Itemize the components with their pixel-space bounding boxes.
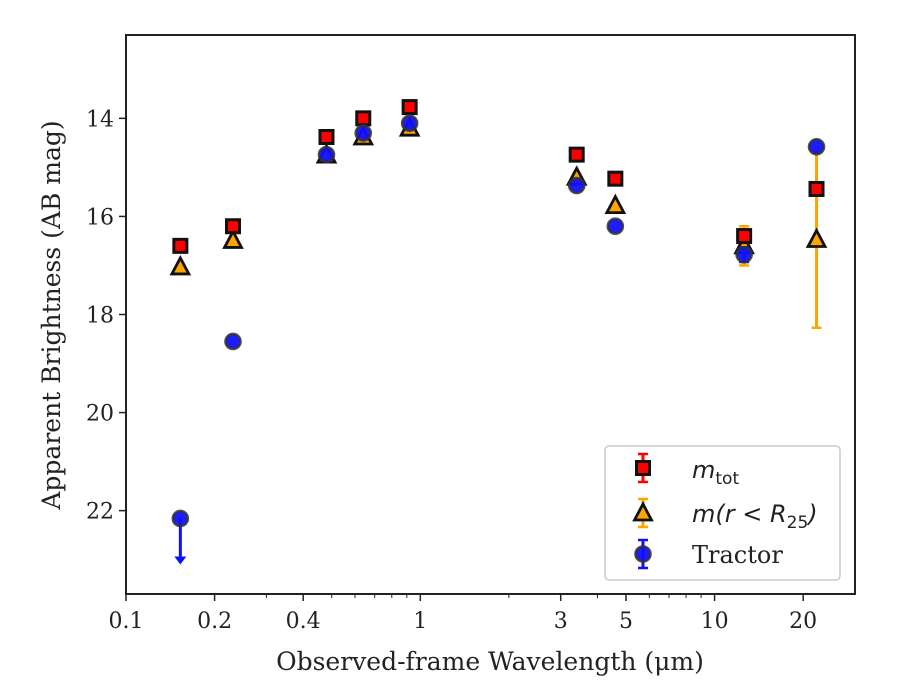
legend-handles xyxy=(632,452,654,570)
square-point-3 xyxy=(355,110,372,127)
x-axis: 0.1 0.2 0.4 1 3 5 10 20 xyxy=(109,594,817,634)
square-point-7 xyxy=(736,228,753,245)
upper-limit-arrow-head xyxy=(174,556,187,565)
legend-marker-triangle xyxy=(632,501,654,522)
circle-point-0 xyxy=(171,509,190,528)
y-tick-label-3: 20 xyxy=(86,402,114,427)
square-point-8-fill xyxy=(811,183,822,194)
square-point-8 xyxy=(808,180,825,197)
legend-marker-square xyxy=(635,460,651,476)
x-tick-label-0: 0.1 xyxy=(109,609,144,634)
series-square xyxy=(172,99,825,254)
square-point-3-fill xyxy=(358,113,369,124)
series-circle xyxy=(171,114,826,565)
x-axis-label: Observed-frame Wavelength (μm) xyxy=(276,647,704,676)
y-tick-label-0: 14 xyxy=(86,107,114,132)
square-point-1-fill xyxy=(228,221,239,232)
triangle-point-6 xyxy=(604,193,627,215)
circle-point-2 xyxy=(317,145,336,164)
square-point-1 xyxy=(225,218,242,235)
x-tick-label-7: 20 xyxy=(789,609,817,634)
square-point-0 xyxy=(172,237,189,254)
circle-point-8 xyxy=(807,138,826,156)
legend-mr25-main: m(r < R xyxy=(692,500,787,528)
circle-point-1 xyxy=(224,332,242,351)
legend-mtot-sub: tot xyxy=(715,469,739,489)
y-axis-label: Apparent Brightness (AB mag) xyxy=(37,120,66,510)
legend-mtot-main: m xyxy=(692,456,715,484)
y-axis: 14 16 18 20 22 xyxy=(86,107,126,525)
square-point-0-fill xyxy=(175,240,186,251)
legend-mr25-close: ) xyxy=(806,500,817,528)
circle-point-7 xyxy=(735,245,753,264)
legend-label-tractor: Tractor xyxy=(692,541,783,569)
x-tick-label-6: 10 xyxy=(701,609,729,634)
x-tick-label-2: 0.4 xyxy=(286,609,321,634)
x-tick-label-1: 0.2 xyxy=(197,609,232,634)
x-tick-label-3: 1 xyxy=(413,609,427,634)
square-point-7-fill xyxy=(739,231,750,242)
circle-point-6 xyxy=(606,217,625,236)
y-tick-label-1: 16 xyxy=(86,205,114,230)
square-point-6-fill xyxy=(610,173,621,184)
square-point-6 xyxy=(607,170,624,187)
square-point-2 xyxy=(318,128,335,145)
x-tick-label-5: 5 xyxy=(619,609,633,634)
legend-label-mtot: mtot xyxy=(692,456,739,489)
square-point-2-fill xyxy=(321,131,332,142)
square-point-4 xyxy=(401,99,418,116)
series-triangle xyxy=(169,116,828,329)
y-tick-label-4: 22 xyxy=(86,500,114,525)
square-point-5 xyxy=(568,146,585,163)
triangle-point-1 xyxy=(222,228,244,249)
x-tick-label-4: 3 xyxy=(554,609,568,634)
y-tick-label-2: 18 xyxy=(86,304,114,329)
legend-marker-circle xyxy=(634,545,652,563)
circle-point-5 xyxy=(567,176,586,195)
plot-area xyxy=(169,99,828,565)
circle-point-4 xyxy=(400,114,419,133)
triangle-point-0 xyxy=(169,254,192,276)
circle-point-3 xyxy=(354,124,373,142)
legend-mr25-sub: 25 xyxy=(787,513,809,533)
square-point-4-fill xyxy=(404,102,415,113)
legend: mtot m(r < R25) Tractor xyxy=(604,445,841,581)
legend-marker-square-fill xyxy=(638,463,648,473)
square-point-5-fill xyxy=(571,149,582,160)
legend-label-mr25: m(r < R25) xyxy=(692,500,818,533)
triangle-point-8 xyxy=(805,227,828,248)
legend-box xyxy=(604,445,841,581)
